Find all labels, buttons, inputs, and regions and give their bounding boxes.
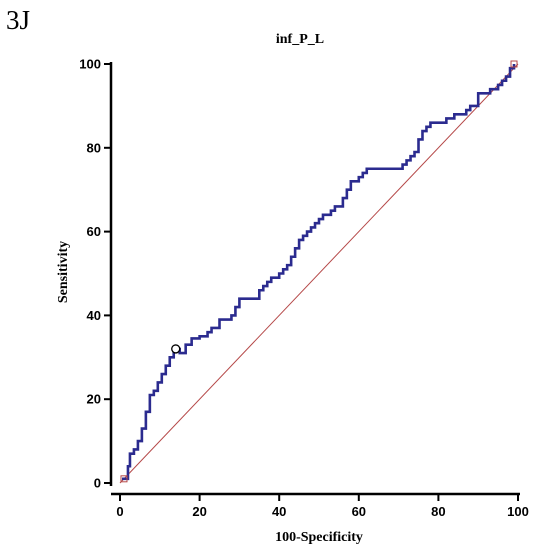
plot-area (119, 60, 519, 484)
y-tick-label-1: 20 (87, 392, 101, 407)
x-tick-label-1: 20 (192, 504, 206, 519)
y-tick-label-3: 60 (87, 224, 101, 239)
cutoff-point-marker (171, 344, 181, 354)
y-tick-label-2: 40 (87, 308, 101, 323)
x-tick-label-0: 0 (116, 504, 123, 519)
corner-marker-1 (510, 60, 518, 68)
x-tick-label-4: 80 (431, 504, 445, 519)
corner-marker-0 (120, 475, 128, 483)
x-tick-label-2: 40 (272, 504, 286, 519)
y-axis-label: Sensitivity (56, 241, 71, 303)
y-tick-label-0: 0 (94, 476, 101, 491)
x-tick-label-3: 60 (352, 504, 366, 519)
reference-diagonal-line (119, 63, 519, 484)
y-tick-label-4: 80 (87, 140, 101, 155)
chart-title: inf_P_L (276, 32, 324, 47)
y-tick-label-5: 100 (79, 57, 101, 72)
panel-label: 3J (6, 5, 30, 35)
x-tick-label-5: 100 (507, 504, 529, 519)
x-axis-label: 100-Specificity (275, 530, 363, 545)
roc-curve-line (121, 64, 516, 481)
axes: 0 20 40 60 80 100 0 20 40 60 80 100 (79, 57, 529, 520)
